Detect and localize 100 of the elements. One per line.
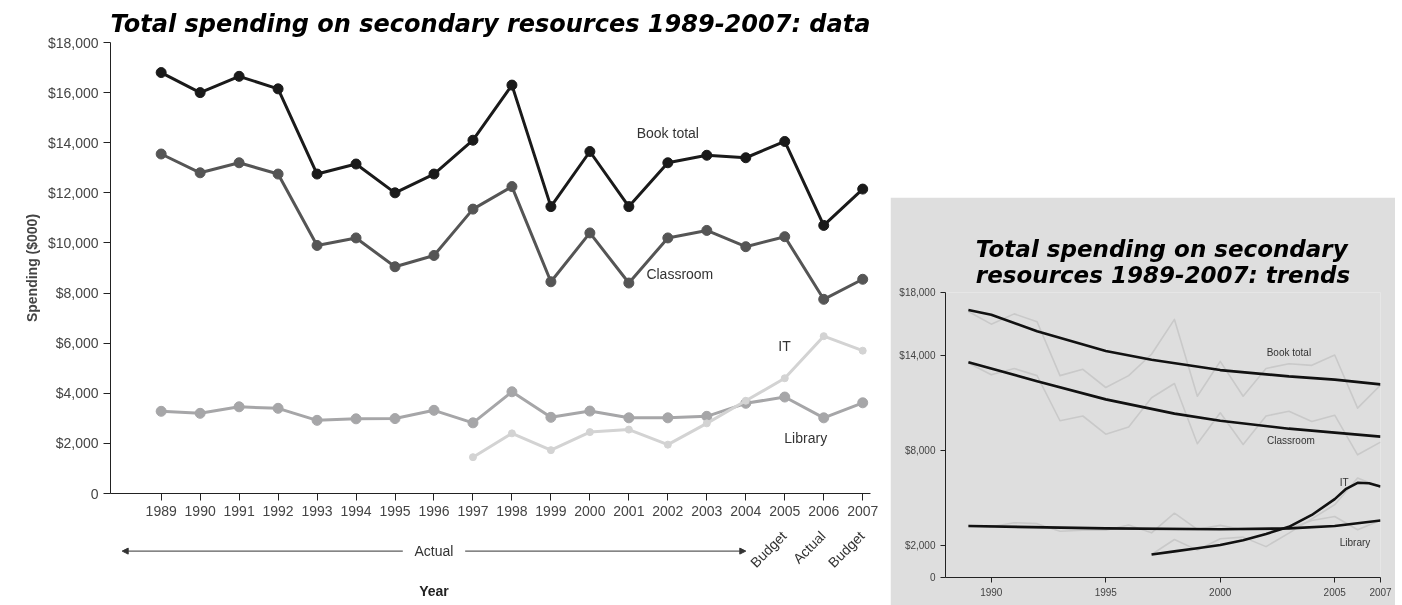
point xyxy=(155,405,167,417)
point xyxy=(272,168,284,180)
line-series xyxy=(967,308,1381,386)
point xyxy=(233,401,245,413)
point xyxy=(428,404,440,416)
point xyxy=(818,412,830,424)
point xyxy=(155,67,167,79)
point xyxy=(584,405,596,417)
point xyxy=(467,203,479,215)
point xyxy=(506,79,518,91)
y-tick-label: $2,000 xyxy=(904,540,936,552)
point xyxy=(155,148,167,160)
point xyxy=(311,168,323,180)
point xyxy=(233,157,245,169)
series-label: Classroom xyxy=(646,265,714,282)
point xyxy=(740,241,752,253)
y-tick-label: $10,000 xyxy=(47,234,99,251)
y-tick-label: $12,000 xyxy=(47,184,99,201)
y-axis-title: Spending ($000) xyxy=(23,213,40,323)
point xyxy=(662,157,674,169)
point xyxy=(389,187,401,199)
point xyxy=(272,83,284,95)
point xyxy=(546,446,555,455)
point xyxy=(428,249,440,261)
chart-title: Total spending on secondary resources 1989-2007: data xyxy=(110,9,871,38)
y-tick-label: $16,000 xyxy=(47,84,99,101)
point xyxy=(818,293,830,305)
y-tick-label: $18,000 xyxy=(899,287,936,298)
point xyxy=(662,232,674,244)
x-tick-label: 1995 xyxy=(379,502,411,519)
point xyxy=(272,402,284,414)
point xyxy=(350,158,362,170)
line-series xyxy=(967,362,1381,456)
point xyxy=(507,429,516,438)
point xyxy=(311,414,323,426)
series-label: Library xyxy=(784,429,828,446)
point xyxy=(857,183,869,195)
y-tick-label: 0 xyxy=(929,572,936,583)
x-tick-label: 2000 xyxy=(574,502,606,519)
point xyxy=(780,374,789,383)
point xyxy=(545,201,557,213)
y-tick-label: $18,000 xyxy=(47,34,99,51)
x-tick-label: 1991 xyxy=(223,502,255,519)
series-label: IT xyxy=(778,338,792,355)
point xyxy=(194,87,206,99)
point xyxy=(545,276,557,288)
y-tick-label: $8,000 xyxy=(55,285,99,302)
line-series xyxy=(967,360,1381,438)
x-tick-label: 1994 xyxy=(340,502,372,519)
series-label: Classroom xyxy=(1267,435,1315,447)
x-axis-title: Year xyxy=(419,583,450,600)
x-tick-label: 1992 xyxy=(262,502,294,519)
x-tick-label: 2006 xyxy=(808,502,840,519)
point xyxy=(779,135,791,147)
point xyxy=(819,332,828,341)
point xyxy=(467,417,479,429)
x-tick-label: 2001 xyxy=(613,502,645,519)
point xyxy=(858,346,867,355)
y-tick-label: $4,000 xyxy=(55,385,99,402)
point xyxy=(585,428,594,437)
series-label: IT xyxy=(1339,476,1349,488)
point xyxy=(194,407,206,419)
x-tick-label: 1993 xyxy=(301,502,333,519)
series-label: Library xyxy=(1339,536,1371,548)
x-tick-label: 2007 xyxy=(1369,586,1393,598)
x-tick-label: 2002 xyxy=(652,502,684,519)
point xyxy=(779,231,791,243)
x-tick-label: 1995 xyxy=(1094,586,1118,598)
x-tick-label: 1990 xyxy=(980,586,1003,598)
x-tick-label: 2004 xyxy=(730,502,762,519)
point xyxy=(389,413,401,425)
x-tick-label: 2003 xyxy=(691,502,723,519)
point xyxy=(623,277,635,289)
y-tick-label: 0 xyxy=(90,485,99,502)
point xyxy=(701,149,713,161)
point xyxy=(428,168,440,180)
series-label: Book total xyxy=(636,124,699,141)
point xyxy=(702,419,711,428)
point xyxy=(584,227,596,239)
series-label: Book total xyxy=(1266,346,1312,358)
x-tick-label: 2007 xyxy=(847,502,879,519)
point xyxy=(663,440,672,449)
point xyxy=(194,167,206,179)
point xyxy=(779,391,791,403)
point xyxy=(506,386,518,398)
x-tick-label: 1998 xyxy=(496,502,528,519)
point xyxy=(350,413,362,425)
point xyxy=(350,232,362,244)
x-tick-label: 1996 xyxy=(418,502,450,519)
x-tick-label: 1989 xyxy=(145,502,177,519)
point xyxy=(506,181,518,193)
point xyxy=(857,273,869,285)
point xyxy=(818,219,830,231)
x-tick-label: 2000 xyxy=(1209,586,1232,598)
point xyxy=(662,412,674,424)
point xyxy=(701,224,713,236)
point xyxy=(741,396,750,405)
point xyxy=(233,70,245,82)
point xyxy=(623,412,635,424)
x-tick-label: 1999 xyxy=(535,502,567,519)
